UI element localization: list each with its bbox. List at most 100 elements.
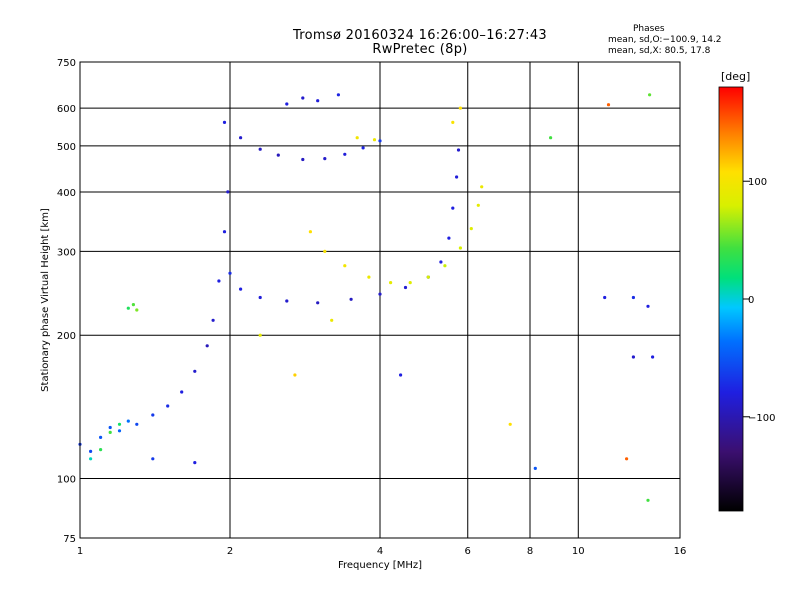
data-point (355, 136, 359, 140)
data-point (651, 355, 655, 359)
data-point (451, 120, 455, 124)
data-point (480, 185, 484, 189)
data-point (372, 138, 377, 142)
data-point (336, 93, 340, 97)
data-point (631, 355, 636, 359)
data-point (99, 448, 103, 452)
data-point (276, 153, 280, 157)
y-tick-label: 400 (57, 188, 76, 199)
data-point (631, 295, 636, 300)
data-point (316, 99, 320, 103)
data-point (447, 236, 451, 240)
data-point (205, 344, 209, 348)
data-point (99, 435, 103, 439)
data-point (166, 404, 170, 408)
data-point (293, 373, 297, 377)
x-tick-label: 6 (465, 546, 471, 557)
data-point (476, 203, 480, 207)
data-point (343, 264, 347, 268)
data-point (108, 425, 112, 430)
y-tick-label: 600 (57, 104, 76, 115)
data-point (443, 264, 447, 268)
data-point (117, 429, 122, 433)
data-point (458, 106, 462, 110)
data-point (469, 227, 473, 231)
phases-heading: Phases (633, 24, 665, 34)
y-tick-label: 300 (57, 247, 76, 258)
colorbar-tick-label: −100 (748, 413, 775, 424)
y-tick-label: 100 (57, 475, 76, 486)
data-point (646, 304, 650, 308)
data-point (217, 279, 221, 283)
data-point (549, 136, 553, 140)
data-point (343, 152, 347, 156)
colorbar (718, 86, 744, 512)
data-point (151, 457, 155, 461)
data-point (301, 157, 305, 162)
data-point (451, 206, 455, 210)
x-axis-label: Frequency [MHz] (338, 560, 422, 571)
data-point (316, 301, 320, 305)
data-point (89, 457, 93, 461)
data-point (131, 303, 135, 307)
colorbar-tick-label: 0 (748, 295, 754, 306)
data-point (180, 390, 184, 394)
data-point (211, 318, 215, 322)
data-point (301, 96, 305, 100)
data-point (403, 285, 408, 290)
x-tick-label: 2 (227, 546, 233, 557)
data-point (193, 369, 197, 373)
data-point (349, 297, 353, 301)
data-point (89, 449, 93, 453)
data-point (330, 318, 334, 322)
y-tick-label: 750 (57, 58, 76, 69)
data-point (285, 299, 289, 303)
data-point (226, 190, 230, 194)
plot-frame (79, 61, 681, 539)
data-point (258, 333, 262, 337)
x-tick-label: 1 (77, 546, 83, 557)
data-point (222, 120, 227, 124)
data-point (117, 422, 122, 426)
x-axis-ticks: 1 2 4 6 8 10 16 (77, 546, 687, 557)
chart-subtitle: RwPretec (8p) (372, 42, 468, 57)
y-tick-label: 200 (57, 331, 76, 342)
data-point (456, 148, 461, 152)
data-points (78, 93, 655, 502)
data-point (239, 287, 243, 291)
data-point (258, 147, 262, 151)
data-point (323, 157, 327, 161)
data-point (222, 230, 227, 234)
data-point (135, 422, 139, 426)
data-point (648, 93, 652, 97)
data-point (455, 175, 459, 179)
chart-title: Tromsø 20160324 16:26:00–16:27:43 (292, 28, 548, 43)
data-point (126, 419, 130, 423)
data-point (408, 281, 412, 285)
data-point (308, 230, 312, 234)
data-point (378, 292, 382, 296)
data-point (508, 422, 512, 426)
data-point (603, 295, 607, 300)
grid-lines (80, 62, 680, 538)
data-point (367, 275, 371, 279)
y-axis-ticks: 75 100 200 300 400 500 600 750 (57, 58, 76, 545)
data-point (606, 103, 611, 107)
phases-x-mode: mean, sd,X: 80.5, 17.8 (608, 46, 711, 56)
data-point (135, 308, 139, 312)
x-tick-label: 16 (674, 546, 687, 557)
data-point (389, 281, 393, 285)
data-point (458, 246, 462, 250)
data-point (323, 249, 327, 253)
data-point (533, 466, 537, 470)
data-point (193, 461, 197, 465)
x-tick-label: 8 (527, 546, 533, 557)
x-tick-label: 4 (377, 546, 383, 557)
data-point (625, 457, 629, 461)
data-point (285, 102, 289, 106)
y-axis-label: Stationary phase Virtual Height [km] (40, 208, 51, 392)
y-tick-label: 75 (63, 534, 76, 545)
y-tick-label: 500 (57, 142, 76, 153)
data-point (126, 306, 130, 310)
